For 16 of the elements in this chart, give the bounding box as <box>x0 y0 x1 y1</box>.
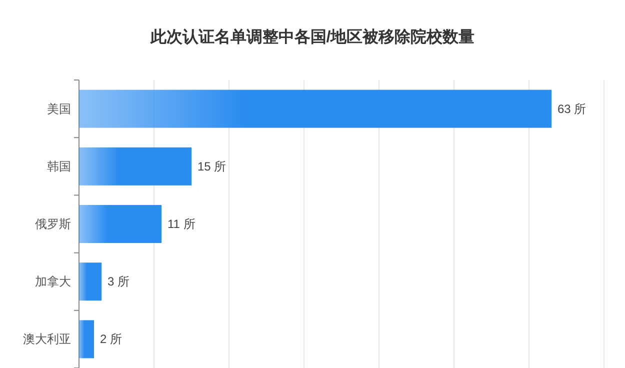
data-label: 63 所 <box>558 102 586 116</box>
bar <box>79 320 94 358</box>
data-label: 3 所 <box>108 274 130 289</box>
y-tick-label: 澳大利亚 <box>23 332 71 346</box>
bar <box>79 90 552 128</box>
chart-title: 此次认证名单调整中各国/地区被移除院校数量 <box>149 28 475 46</box>
y-tick-label: 韩国 <box>47 159 71 174</box>
y-tick-label: 美国 <box>47 102 71 116</box>
data-label: 2 所 <box>100 332 122 346</box>
y-tick-label: 俄罗斯 <box>35 217 71 231</box>
bar <box>79 262 102 301</box>
y-tick-label: 加拿大 <box>35 274 71 289</box>
bar <box>79 147 192 186</box>
bar <box>79 205 162 243</box>
data-label: 15 所 <box>198 159 226 174</box>
data-label: 11 所 <box>168 217 196 231</box>
